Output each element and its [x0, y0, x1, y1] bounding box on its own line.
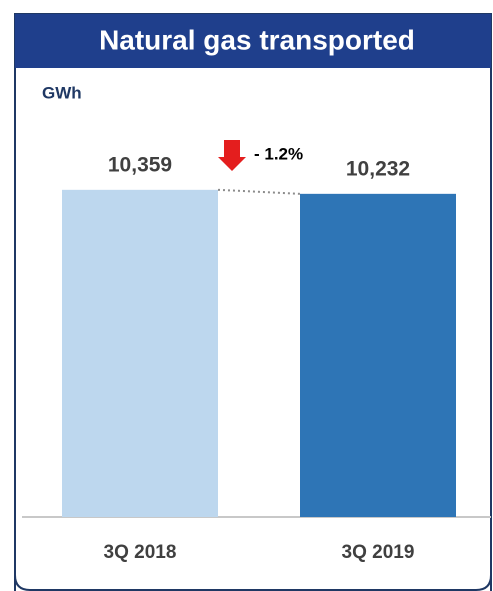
connector	[217, 188, 301, 195]
down-arrow	[218, 140, 246, 171]
change-annotation: - 1.2%	[254, 144, 303, 163]
frame-bottom	[14, 574, 492, 591]
x-tick-label: 3Q 2018	[104, 542, 177, 563]
bar	[62, 189, 218, 517]
value-label: 10,232	[346, 157, 410, 180]
bar	[300, 193, 456, 517]
value-label: 10,359	[108, 153, 172, 176]
chart-title: Natural gas transported	[99, 24, 415, 55]
x-tick-label: 3Q 2019	[342, 542, 415, 563]
unit-label: GWh	[42, 83, 82, 102]
header	[15, 14, 491, 68]
